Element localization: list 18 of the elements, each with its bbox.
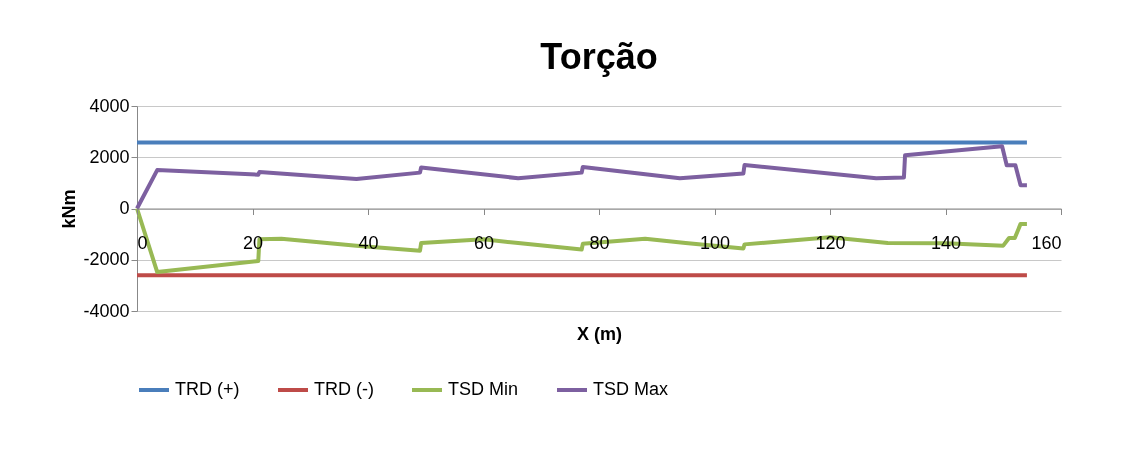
x-tick-label: 140	[930, 233, 962, 253]
x-tick-label: 160	[1031, 233, 1062, 253]
line-series	[135, 206, 1029, 275]
y-tick-label: -4000	[83, 300, 130, 321]
legend-label: TRD (-)	[314, 379, 374, 399]
legend-label: TSD Min	[448, 379, 519, 399]
y-tick-label: -2000	[83, 249, 130, 270]
chart-title: Torção	[540, 36, 658, 77]
line-series	[135, 144, 1029, 211]
y-axis-title: kNm	[59, 189, 80, 229]
x-tick-label: 0	[137, 233, 148, 253]
y-tick-label: 0	[119, 198, 130, 218]
y-tick-label: 2000	[89, 146, 130, 167]
x-axis-title: X (m)	[577, 323, 623, 344]
legend-label: TSD Max	[593, 379, 669, 399]
x-tick-label: 120	[815, 233, 846, 253]
legend-label: TRD (+)	[175, 379, 240, 399]
y-tick-label: 4000	[89, 95, 130, 116]
